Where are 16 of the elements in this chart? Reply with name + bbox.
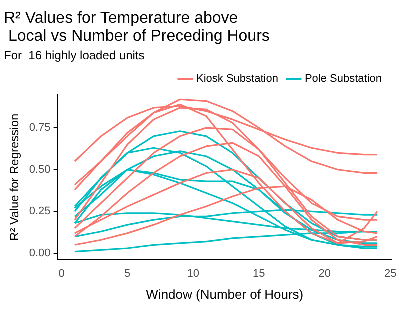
x-tick-label: 25 <box>384 268 397 280</box>
chart-title: R² Values for Temperature above Local vs Number of Preceding Hours <box>4 10 270 45</box>
x-tick-label: 0 <box>58 268 65 280</box>
y-tick-label: 0.00 <box>29 248 51 260</box>
x-axis-title: Window (Number of Hours) <box>146 286 304 302</box>
y-axis-title: R² Value for Regression <box>8 114 22 241</box>
legend-label: Pole Substation <box>304 73 382 86</box>
y-tick-label: 0.50 <box>29 164 51 176</box>
legend-label: Kiosk Substation <box>196 73 278 86</box>
y-tick-label: 0.75 <box>29 122 51 134</box>
chart-subtitle: For 16 highly loaded units <box>4 48 145 63</box>
x-tick-label: 15 <box>252 268 266 280</box>
x-tick-label: 10 <box>187 268 200 280</box>
y-tick-label: 0.25 <box>29 206 51 218</box>
x-tick-label: 5 <box>124 268 131 280</box>
x-tick-label: 20 <box>318 268 332 280</box>
